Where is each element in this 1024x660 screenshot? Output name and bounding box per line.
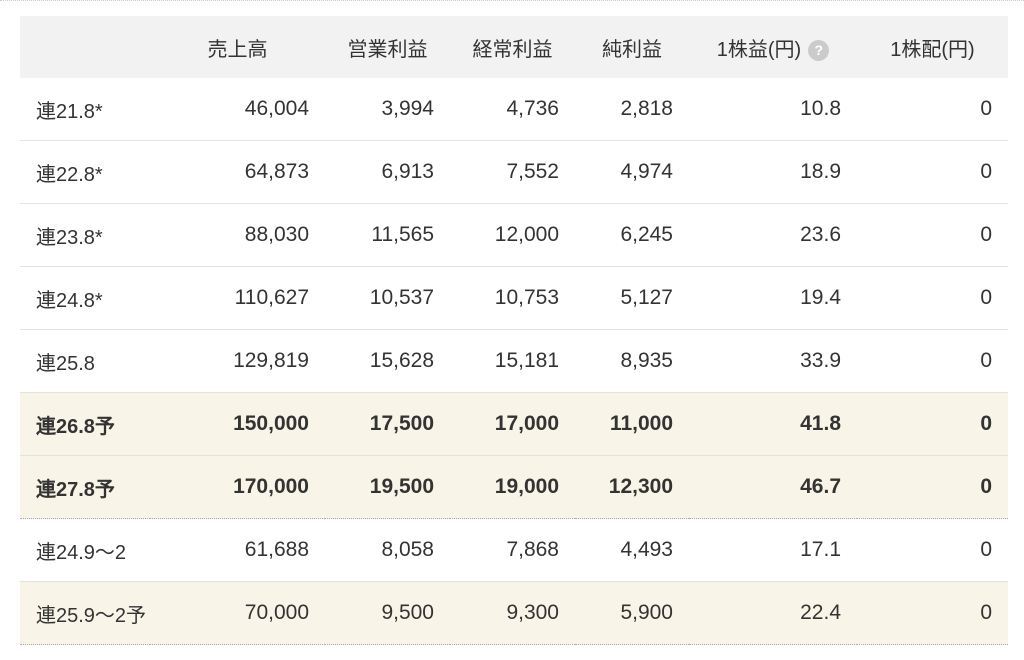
row-label: 連22.8*	[20, 140, 150, 204]
table-row-24-8: 連24.8* 110,627 10,537 10,753 5,127 19.4 …	[20, 266, 1008, 330]
row-label: 連21.8*	[20, 78, 150, 141]
table-row-27-8-forecast: 連27.8予 170,000 19,500 19,000 12,300 46.7…	[20, 455, 1008, 519]
col-header-eps-label: 1株益(円)	[716, 38, 802, 61]
cell-dividend: 0	[857, 203, 1008, 267]
cell-dividend: 0	[857, 78, 1008, 141]
cell-operating-profit: 8,058	[325, 518, 450, 582]
cell-revenue: 150,000	[150, 392, 325, 456]
col-header-net-profit: 純利益	[575, 16, 689, 78]
cell-operating-profit: 17,500	[325, 392, 450, 456]
cell-operating-profit: 15,628	[325, 329, 450, 393]
cell-revenue: 64,873	[150, 140, 325, 204]
cell-net-profit: 5,127	[575, 266, 689, 330]
cell-revenue: 170,000	[150, 455, 325, 519]
header-row: 売上高 営業利益 経常利益 純利益 1株益(円)? 1株配(円)	[20, 16, 1008, 78]
cell-net-profit: 4,974	[575, 140, 689, 204]
table-row-25-8: 連25.8 129,819 15,628 15,181 8,935 33.9 0	[20, 329, 1008, 393]
col-header-eps: 1株益(円)?	[689, 16, 857, 78]
cell-dividend: 0	[857, 518, 1008, 582]
table-row-26-8-forecast: 連26.8予 150,000 17,500 17,000 11,000 41.8…	[20, 392, 1008, 456]
cell-operating-profit: 10,537	[325, 266, 450, 330]
cell-net-profit: 12,300	[575, 455, 689, 519]
cell-revenue: 70,000	[150, 581, 325, 645]
cell-net-profit: 2,818	[575, 78, 689, 141]
cell-eps: 10.8	[689, 78, 857, 141]
cell-ordinary-profit: 19,000	[450, 455, 575, 519]
cell-eps: 41.8	[689, 392, 857, 456]
table-body: 連21.8* 46,004 3,994 4,736 2,818 10.8 0 連…	[20, 78, 1008, 645]
cell-dividend: 0	[857, 455, 1008, 519]
col-header-operating-profit: 営業利益	[325, 16, 450, 78]
row-label: 連25.9〜2予	[20, 581, 150, 645]
row-label: 連23.8*	[20, 203, 150, 267]
row-label: 連24.8*	[20, 266, 150, 330]
cell-operating-profit: 11,565	[325, 203, 450, 267]
cell-ordinary-profit: 4,736	[450, 78, 575, 141]
cell-revenue: 129,819	[150, 329, 325, 393]
cell-net-profit: 11,000	[575, 392, 689, 456]
cell-dividend: 0	[857, 329, 1008, 393]
cell-ordinary-profit: 7,552	[450, 140, 575, 204]
cell-operating-profit: 9,500	[325, 581, 450, 645]
cell-operating-profit: 6,913	[325, 140, 450, 204]
help-icon[interactable]: ?	[808, 39, 830, 61]
cell-revenue: 61,688	[150, 518, 325, 582]
col-header-fiscal-period	[20, 16, 150, 78]
cell-eps: 18.9	[689, 140, 857, 204]
cell-ordinary-profit: 17,000	[450, 392, 575, 456]
row-label: 連24.9〜2	[20, 518, 150, 582]
cell-operating-profit: 19,500	[325, 455, 450, 519]
table-row-24-9-2: 連24.9〜2 61,688 8,058 7,868 4,493 17.1 0	[20, 518, 1008, 582]
cell-ordinary-profit: 15,181	[450, 329, 575, 393]
cell-dividend: 0	[857, 266, 1008, 330]
financial-results-table: 売上高 営業利益 経常利益 純利益 1株益(円)? 1株配(円) 連21.8* …	[20, 16, 1008, 645]
cell-eps: 19.4	[689, 266, 857, 330]
row-label: 連27.8予	[20, 455, 150, 519]
cell-eps: 33.9	[689, 329, 857, 393]
cell-eps: 17.1	[689, 518, 857, 582]
cell-net-profit: 4,493	[575, 518, 689, 582]
cell-ordinary-profit: 9,300	[450, 581, 575, 645]
cell-dividend: 0	[857, 140, 1008, 204]
col-header-dividend: 1株配(円)	[857, 16, 1008, 78]
cell-net-profit: 8,935	[575, 329, 689, 393]
cell-revenue: 88,030	[150, 203, 325, 267]
cell-operating-profit: 3,994	[325, 78, 450, 141]
table-row-21-8: 連21.8* 46,004 3,994 4,736 2,818 10.8 0	[20, 78, 1008, 141]
cell-dividend: 0	[857, 392, 1008, 456]
cell-eps: 23.6	[689, 203, 857, 267]
cell-ordinary-profit: 10,753	[450, 266, 575, 330]
table-row-22-8: 連22.8* 64,873 6,913 7,552 4,974 18.9 0	[20, 140, 1008, 204]
col-header-revenue: 売上高	[150, 16, 325, 78]
cell-net-profit: 6,245	[575, 203, 689, 267]
cell-revenue: 46,004	[150, 78, 325, 141]
cell-dividend: 0	[857, 581, 1008, 645]
cell-ordinary-profit: 12,000	[450, 203, 575, 267]
cell-ordinary-profit: 7,868	[450, 518, 575, 582]
row-label: 連26.8予	[20, 392, 150, 456]
table-row-23-8: 連23.8* 88,030 11,565 12,000 6,245 23.6 0	[20, 203, 1008, 267]
top-dotted-divider	[0, 0, 1024, 1]
cell-net-profit: 5,900	[575, 581, 689, 645]
cell-eps: 22.4	[689, 581, 857, 645]
col-header-ordinary-profit: 経常利益	[450, 16, 575, 78]
cell-revenue: 110,627	[150, 266, 325, 330]
cell-eps: 46.7	[689, 455, 857, 519]
table-header: 売上高 営業利益 経常利益 純利益 1株益(円)? 1株配(円)	[20, 16, 1008, 78]
row-label: 連25.8	[20, 329, 150, 393]
table-row-25-9-2-forecast: 連25.9〜2予 70,000 9,500 9,300 5,900 22.4 0	[20, 581, 1008, 645]
